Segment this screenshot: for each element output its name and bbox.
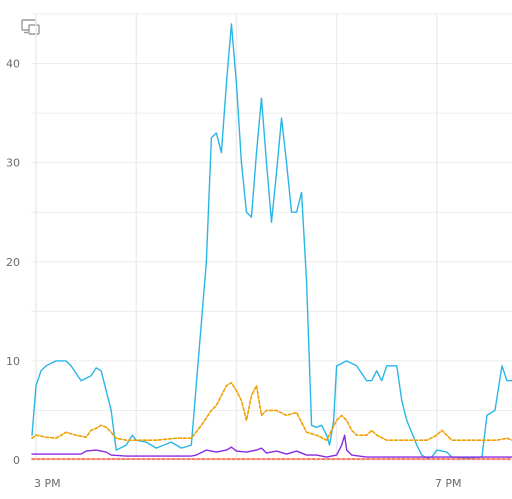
y-tick-label: 0 bbox=[13, 454, 20, 467]
y-axis-ticks: 0 10 20 30 40 bbox=[6, 58, 20, 467]
y-tick-label: 30 bbox=[6, 157, 20, 170]
x-tick-label: 7 PM bbox=[435, 477, 462, 490]
y-tick-label: 10 bbox=[6, 355, 20, 368]
grid bbox=[31, 13, 512, 461]
series-line-3 bbox=[31, 434, 512, 458]
series-line-1 bbox=[31, 23, 512, 459]
y-tick-label: 20 bbox=[6, 256, 20, 269]
y-tick-label: 40 bbox=[6, 58, 20, 71]
series-lines bbox=[31, 23, 512, 460]
series-line-2 bbox=[31, 381, 512, 441]
x-tick-label: 3 PM bbox=[34, 477, 61, 490]
x-axis-ticks: 3 PM 7 PM bbox=[34, 477, 461, 490]
